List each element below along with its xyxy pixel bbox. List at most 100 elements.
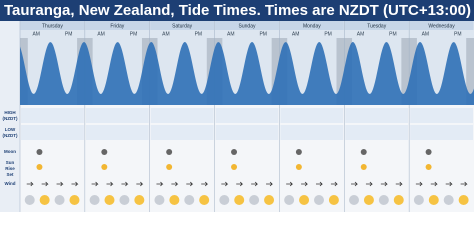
night-shade (466, 38, 474, 105)
day-name: Wednesday (428, 23, 455, 29)
label-column (0, 21, 20, 212)
wind-arrow (351, 181, 358, 187)
low-cell (345, 125, 409, 140)
wind-arrow (156, 181, 164, 187)
weather-icon (54, 195, 65, 205)
sun-label: Sun (6, 160, 15, 165)
weather-icon (428, 195, 439, 205)
wind-arrow (171, 181, 179, 187)
weather-icon (234, 195, 245, 205)
moon-icon (36, 149, 43, 155)
pm-label: PM (389, 31, 397, 37)
title-bar (0, 0, 474, 21)
low-cell (85, 125, 149, 140)
high-cell (150, 108, 214, 123)
am-label: AM (357, 31, 365, 37)
wind-arrow (365, 181, 373, 187)
moon-icon (295, 149, 302, 155)
sun-icon (295, 164, 302, 170)
day-header (150, 21, 215, 30)
weather-icon (249, 195, 260, 205)
wind-arrow (330, 181, 338, 187)
am-label: AM (97, 31, 105, 37)
sun-icon (101, 164, 108, 170)
high-cell (21, 108, 84, 123)
page-title: Tauranga, New Zealand, Tide Times. Times… (4, 2, 471, 19)
weather-icon (328, 195, 339, 205)
high-cell (345, 108, 409, 123)
wind-arrow (201, 181, 209, 187)
high-cell (85, 108, 149, 123)
high-zone: (NZDT) (3, 116, 18, 121)
wind-arrow (71, 181, 79, 187)
low-cell (410, 125, 473, 140)
weather-icon (134, 195, 145, 205)
low-cell (21, 125, 84, 140)
wind-arrow (56, 181, 64, 187)
weather-icon (378, 195, 389, 205)
wind-arrow (41, 181, 49, 187)
day-name: Monday (303, 23, 321, 29)
moon-icon (360, 149, 367, 155)
am-label: AM (422, 31, 430, 37)
pm-label: PM (130, 31, 138, 37)
wind-arrow (26, 181, 34, 187)
weather-icon (69, 195, 80, 205)
weather-icon (458, 195, 469, 205)
rise-label: Rise (5, 166, 15, 171)
sun-icon (425, 164, 432, 170)
wind-arrow (221, 181, 229, 187)
am-label: AM (32, 31, 40, 37)
weather-icon (284, 195, 295, 205)
night-shade (336, 38, 345, 105)
wind-arrow (106, 181, 114, 187)
day-name: Saturday (172, 23, 193, 29)
pm-label: PM (454, 31, 462, 37)
wind-arrow (445, 181, 453, 187)
am-label: AM (162, 31, 170, 37)
weather-icon (104, 195, 115, 205)
weather-icon (184, 195, 195, 205)
weather-icon (24, 195, 35, 205)
wind-arrow (430, 181, 438, 187)
sun-icon (36, 164, 43, 170)
wind-arrow (121, 181, 129, 187)
night-shade (271, 38, 280, 105)
weather-icon (119, 195, 130, 205)
weather-icon (264, 195, 275, 205)
wind-arrow (266, 181, 274, 187)
tide-wave (20, 42, 474, 105)
day-header (344, 21, 409, 30)
weather-icon (154, 195, 165, 205)
am-label: AM (292, 31, 300, 37)
sun-icon (166, 164, 173, 170)
low-cell (215, 125, 279, 140)
weather-icon (413, 195, 424, 205)
day-header (279, 21, 344, 30)
weather-icon (89, 195, 100, 205)
wind-arrow (251, 181, 259, 187)
moon-icon (231, 149, 238, 155)
pm-label: PM (259, 31, 267, 37)
wind-label: Wind (5, 181, 16, 186)
wind-arrow (136, 181, 144, 187)
weather-icon (299, 195, 310, 205)
low-cell (150, 125, 214, 140)
wind-arrow (380, 181, 388, 187)
wind-arrow (315, 181, 323, 187)
weather-icon (39, 195, 50, 205)
pm-label: PM (65, 31, 73, 37)
sun-icon (360, 164, 367, 170)
set-label: Set (6, 172, 14, 177)
high-cell (280, 108, 344, 123)
day-header (85, 21, 150, 30)
day-name: Tuesday (367, 23, 386, 29)
weather-icon (169, 195, 180, 205)
tide-page: Tauranga, New Zealand, Tide Times. Times… (0, 0, 474, 212)
day-header (215, 21, 279, 30)
weather-icon (393, 195, 404, 205)
day-name: Friday (110, 23, 124, 29)
wind-arrow (301, 181, 309, 187)
weather-icon (313, 195, 324, 205)
wind-arrow (236, 181, 244, 187)
